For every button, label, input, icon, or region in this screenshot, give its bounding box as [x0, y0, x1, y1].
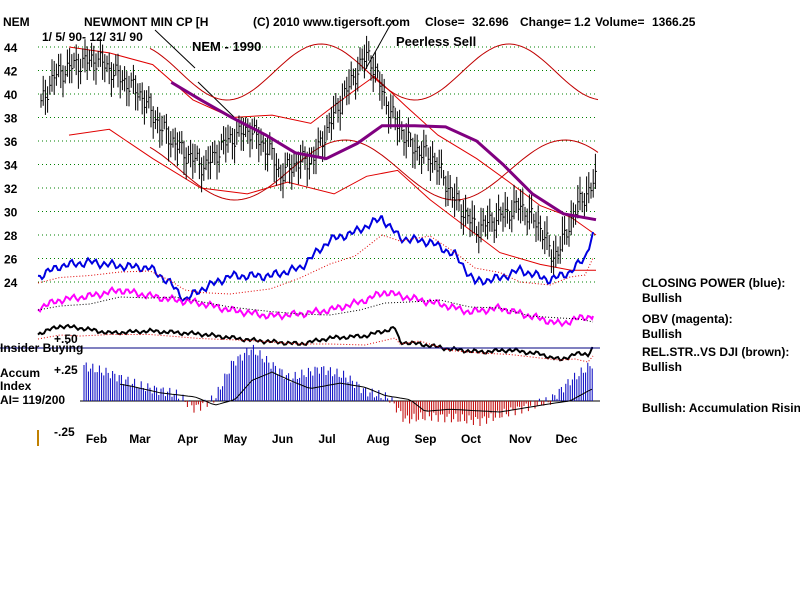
ai-score-label: AI= 119/200	[0, 393, 65, 407]
y-tick-label: 40	[4, 88, 18, 102]
obv-ma	[37, 296, 594, 323]
change-value: 1.2	[574, 15, 591, 29]
annotation-lines	[154, 19, 394, 119]
annotation-line-3	[363, 19, 394, 73]
upper-cycle-band	[149, 43, 599, 101]
month-label: Oct	[461, 432, 481, 446]
closing-power-status: Bullish	[642, 291, 683, 305]
volume-value: 1366.25	[652, 15, 696, 29]
close-value: 32.696	[472, 15, 509, 29]
lower-band-line	[68, 128, 596, 271]
rel-strength-line	[37, 323, 594, 362]
y-tick-label: 36	[4, 135, 18, 149]
obv-line	[37, 285, 594, 328]
annotation-line-1	[154, 29, 196, 69]
y-tick-label: 26	[4, 253, 18, 267]
change-label: Change=	[520, 15, 571, 29]
closing-power-note: CLOSING POWER (blue): Bullish	[642, 276, 785, 306]
copyright: (C) 2010 www.tigersoft.com	[253, 15, 410, 29]
y-tick-label: 24	[4, 276, 18, 290]
volume-label: Volume=	[595, 15, 644, 29]
company-name: NEWMONT MIN CP [H	[84, 15, 208, 29]
month-label: Dec	[556, 432, 578, 446]
close-label: Close=	[425, 15, 465, 29]
month-label: Jul	[318, 432, 335, 446]
y-tick-label: 28	[4, 229, 18, 243]
chart-title: NEM - 1990	[192, 39, 261, 54]
month-label: May	[224, 432, 248, 446]
date-range: 1/ 5/ 90- 12/ 31/ 90	[42, 30, 143, 44]
insider-buying-label: Insider Buying	[0, 341, 83, 355]
y-tick-label: 44	[4, 41, 18, 55]
accumulation-note: Bullish: Accumulation Rising	[642, 401, 800, 416]
y-tick-label: 34	[4, 159, 18, 173]
month-label: Jun	[272, 432, 293, 446]
accum-label: Accum	[0, 366, 40, 380]
rel-strength-note: REL.STR..VS DJI (brown): Bullish	[642, 345, 789, 375]
accum-index-ma	[119, 371, 593, 413]
rel-strength-title: REL.STR..VS DJI (brown):	[642, 345, 790, 359]
closing-power-ma	[37, 234, 594, 295]
plus-50-label: +.50	[54, 332, 78, 346]
month-labels: Feb Mar Apr May Jun Jul Aug Sep Oct Nov Dec	[86, 432, 578, 446]
y-tick-label: 32	[4, 182, 18, 196]
lower-cycle-band	[149, 139, 599, 201]
upper-band-line	[68, 46, 597, 236]
moving-average-line	[170, 81, 597, 222]
month-label: Mar	[129, 432, 151, 446]
obv-note: OBV (magenta): Bullish	[642, 312, 733, 342]
month-label: Sep	[414, 432, 436, 446]
month-label: Feb	[86, 432, 107, 446]
month-label: Aug	[366, 432, 389, 446]
y-tick-label: 42	[4, 65, 18, 79]
peerless-sell-label: Peerless Sell	[396, 34, 476, 49]
y-tick-label: 30	[4, 206, 18, 220]
plus-25-label: +.25	[54, 363, 78, 377]
month-label: Apr	[177, 432, 198, 446]
closing-power-title: CLOSING POWER (blue):	[642, 276, 786, 290]
closing-power-line	[37, 215, 594, 303]
rel-strength-status: Bullish	[642, 360, 683, 374]
obv-title: OBV (magenta):	[642, 312, 733, 326]
minus-25-label: -.25	[54, 425, 75, 439]
index-label: Index	[0, 379, 32, 393]
y-tick-label: 38	[4, 112, 18, 126]
annotation-line-2	[197, 81, 236, 119]
accum-index-bars	[83, 344, 593, 426]
symbol-label: NEM	[3, 15, 30, 29]
price-bars	[40, 35, 597, 276]
y-tick-labels: 24 26 28 30 32 34 36 38 40 42 44	[4, 41, 18, 290]
obv-status: Bullish	[642, 327, 683, 341]
month-label: Nov	[509, 432, 532, 446]
accumulation-title: Bullish: Accumulation Rising	[642, 401, 800, 415]
